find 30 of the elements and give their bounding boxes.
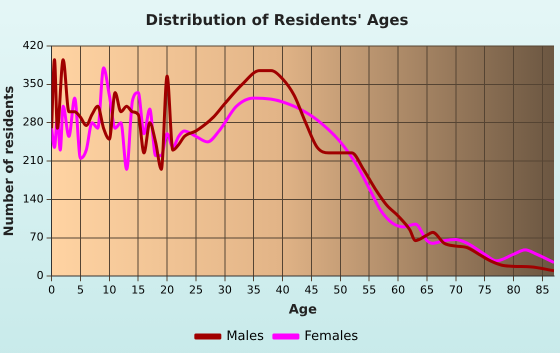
x-tick-label: 25 xyxy=(188,284,203,297)
x-tick-label: 60 xyxy=(391,284,406,297)
x-tick-label: 45 xyxy=(304,284,318,297)
x-tick-label: 35 xyxy=(246,284,261,297)
x-tick-label: 15 xyxy=(131,284,146,297)
x-tick-label: 50 xyxy=(333,284,348,297)
x-tick-label: 55 xyxy=(362,284,376,297)
y-tick-label: 0 xyxy=(36,269,44,282)
x-tick-label: 30 xyxy=(218,284,232,297)
y-tick-label: 280 xyxy=(22,116,44,129)
x-tick-label: 5 xyxy=(76,284,84,297)
y-tick-label: 140 xyxy=(22,192,44,206)
y-tick-label: 210 xyxy=(22,154,44,167)
x-tick-label: 10 xyxy=(102,284,116,297)
y-tick-label: 350 xyxy=(22,77,44,90)
x-axis-title: Age xyxy=(288,302,318,318)
x-tick-label: 65 xyxy=(420,284,434,297)
legend-label: Females xyxy=(304,328,358,344)
y-tick-label: 70 xyxy=(30,230,44,244)
chart-title: Distribution of Residents' Ages xyxy=(146,10,409,29)
y-axis-title: Number of residents xyxy=(2,86,18,236)
x-tick-label: 85 xyxy=(535,284,550,297)
x-tick-label: 20 xyxy=(160,284,174,297)
y-tick-label: 420 xyxy=(22,38,44,52)
x-tick-label: 75 xyxy=(478,284,492,297)
x-tick-label: 40 xyxy=(276,284,290,297)
x-tick-label: 0 xyxy=(48,284,56,297)
x-tick-label: 70 xyxy=(448,284,463,297)
legend-label: Males xyxy=(226,328,264,344)
x-tick-label: 80 xyxy=(506,284,521,297)
